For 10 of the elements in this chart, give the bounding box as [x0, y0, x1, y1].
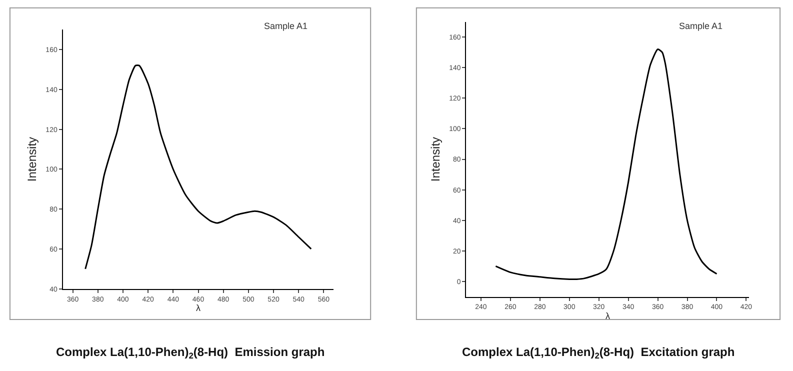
x-axis-title: λ	[196, 303, 201, 314]
text: Complex La(1,10-Phen)$_{2}$(8-Hq) Emission graph	[56, 345, 325, 361]
y-axis-title: Intensity	[428, 136, 442, 182]
line-series	[494, 48, 718, 280]
annotation: Sample A1	[264, 21, 308, 31]
x-axis-title: λ	[605, 310, 610, 321]
y-axis-title: Intensity	[24, 136, 39, 182]
annotation: Sample A1	[679, 21, 723, 31]
text: Complex La(1,10-Phen)$_{2}$(8-Hq) Excitation graph	[462, 345, 735, 361]
line-series	[84, 64, 312, 270]
